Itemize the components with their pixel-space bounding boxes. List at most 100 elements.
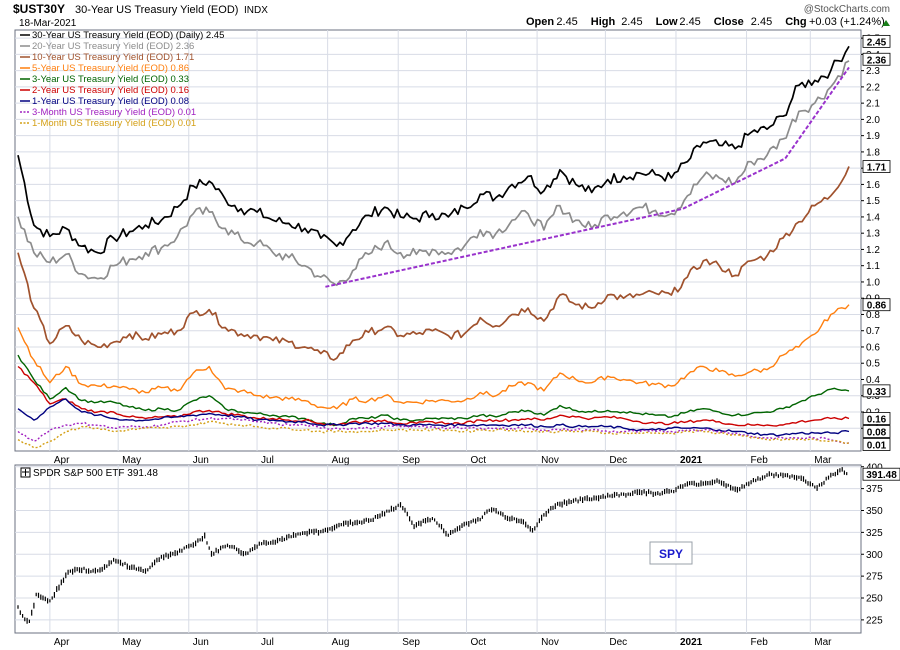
x-tick-label: Feb (751, 455, 769, 466)
last-value-tag (862, 412, 891, 425)
spy-axis: 400 375 350 325 300 275 250 225 (861, 462, 883, 626)
ohlc-readout: Open 2.45 High 2.45 Low 2.45 Close 2.45 Chg +0.03… (526, 16, 885, 28)
yield-panel (14, 29, 862, 452)
yield-line-1 (17, 45, 850, 255)
ohlc-label: Low (656, 16, 678, 28)
x-tick-label: Oct (471, 637, 487, 648)
ohlc-label: Chg (785, 16, 806, 28)
y-tick-label: 400 (866, 462, 883, 473)
y-tick-label: 1.0 (866, 277, 880, 288)
yield-line-2 (17, 60, 850, 287)
last-value-label: 0.16 (867, 414, 887, 425)
x-tick-label: Nov (541, 637, 559, 648)
y-tick-label: 2.2 (866, 82, 880, 93)
spy-box-label: SPY (659, 547, 683, 561)
date-label: 18-Mar-2021 (19, 18, 77, 29)
spy-series-group (17, 467, 848, 624)
x-tick-label: Dec (609, 637, 627, 648)
spy-label-box: SPY (649, 541, 693, 565)
y-tick-label: 375 (866, 484, 883, 495)
x-tick-label: Apr (54, 637, 70, 648)
y-tick-label: 1.4 (866, 212, 880, 223)
y-tick-label: 0.4 (866, 375, 880, 386)
y-tick-label: 1.3 (866, 229, 880, 240)
last-value-tag (862, 52, 891, 66)
legend-entry: 30-Year US Treasury Yield (EOD) (Daily) … (32, 30, 224, 41)
y-tick-label: 1.1 (866, 261, 880, 272)
spy-price-bars (17, 467, 848, 624)
ohlc-value: 2.45 (679, 16, 700, 28)
y-tick-label: 0.6 (866, 342, 880, 353)
legend-swatch (20, 467, 31, 478)
y-tick-label: 2.1 (866, 99, 880, 110)
yield-line-4 (17, 304, 850, 410)
x-tick-label: Feb (751, 637, 769, 648)
x-tick-label: Nov (541, 455, 559, 466)
legend-entry: 2-Year US Treasury Yield (EOD) 0.16 (32, 85, 189, 96)
x-tick-label: Aug (332, 455, 350, 466)
exchange-label: INDX (244, 5, 268, 16)
legend-entry: 3-Month US Treasury Yield (EOD) 0.01 (32, 107, 196, 118)
last-value-tag (862, 298, 891, 312)
x-tick-label: 2021 (680, 455, 703, 466)
x-tick-label: May (122, 455, 141, 466)
ohlc-value: 2.45 (621, 16, 642, 28)
ohlc-label: Open (526, 16, 554, 28)
yield-line-7 (17, 398, 850, 437)
last-value-label: 0.08 (867, 427, 887, 438)
trendline-annotations (325, 66, 850, 288)
x-tick-label: May (122, 637, 141, 648)
spy-panel (14, 464, 862, 634)
y-tick-label: 2.3 (866, 66, 880, 77)
spy-legend-text: SPDR S&P 500 ETF 391.48 (33, 468, 158, 479)
x-tick-label: Mar (814, 637, 832, 648)
yield-series-group (17, 45, 850, 449)
x-tick-label: Oct (471, 455, 487, 466)
x-tick-label: Jul (261, 455, 274, 466)
y-tick-label: 350 (866, 506, 883, 517)
yield-line-9 (17, 420, 850, 449)
last-value-tag (862, 467, 900, 481)
legend-entry: 20-Year US Treasury Yield (EOD) 2.36 (32, 41, 194, 52)
x-tick-label: Sep (402, 455, 420, 466)
x-tick-label: 2021 (680, 637, 703, 648)
y-tick-label: 225 (866, 615, 883, 626)
x-tick-label: Aug (332, 637, 350, 648)
trendline (325, 66, 850, 288)
y-tick-label: 0.7 (866, 326, 880, 337)
ohlc-value: +0.03 (+1.24%) (809, 16, 885, 28)
last-value-label: 0.33 (867, 387, 887, 398)
yield-x-axis: Apr May Jun Jul Aug Sep Oct Nov Dec 2021 Feb Mar (54, 455, 832, 466)
last-value-tag (862, 438, 891, 451)
y-tick-label: 250 (866, 594, 883, 605)
legend-entry: 10-Year US Treasury Yield (EOD) 1.71 (32, 52, 194, 63)
watermark-text: @StockCharts.com (804, 4, 890, 15)
spy-x-axis: Apr May Jun Jul Aug Sep Oct Nov Dec 2021 Feb Mar (54, 637, 832, 648)
last-value-tag (862, 425, 891, 438)
y-tick-label: 2.0 (866, 115, 880, 126)
last-value-label: 1.71 (867, 163, 887, 174)
spy-gridlines (15, 465, 861, 633)
yield-line-5 (17, 354, 850, 427)
x-tick-label: Apr (54, 455, 70, 466)
last-value-label: 0.86 (867, 301, 887, 312)
y-tick-label: 300 (866, 550, 883, 561)
last-value-label: 2.36 (867, 55, 887, 66)
y-tick-label: 1.8 (866, 147, 880, 158)
legend-entry: 3-Year US Treasury Yield (EOD) 0.33 (32, 74, 189, 85)
spy-legend: SPDR S&P 500 ETF 391.48 (20, 467, 158, 479)
y-tick-label: 1.9 (866, 131, 880, 142)
symbol-label: $UST30Y (13, 2, 65, 16)
up-arrow-icon (882, 20, 890, 26)
yield-axis: 2.52.42.32.22.12.01.91.81.71.61.51.41.31… (861, 34, 880, 435)
x-tick-label: Jun (193, 455, 209, 466)
last-value-tag (862, 384, 891, 398)
x-tick-label: Sep (402, 637, 420, 648)
yield-line-6 (17, 365, 850, 427)
legend-entry: 5-Year US Treasury Yield (EOD) 0.86 (32, 63, 189, 74)
yield-line-3 (17, 166, 850, 361)
last-value-label: 0.01 (867, 440, 887, 451)
y-tick-label: 325 (866, 528, 883, 539)
legend-swatch-mark (22, 469, 29, 476)
